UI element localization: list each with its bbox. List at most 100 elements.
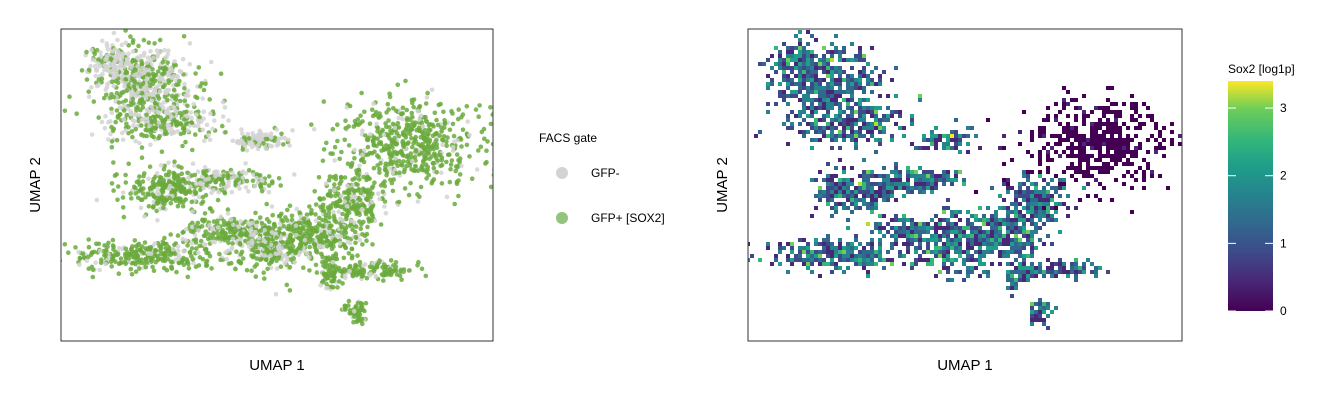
hexbin-cell (1054, 210, 1058, 214)
hexbin-cell (778, 246, 782, 250)
hexbin-cell (1046, 194, 1050, 198)
hexbin-cell (1078, 158, 1082, 162)
hexbin-cell (998, 254, 1002, 258)
hexbin-cell (866, 258, 870, 262)
hexbin-cell (946, 254, 950, 258)
hexbin-cell (902, 230, 906, 234)
hexbin-cell (878, 190, 882, 194)
hexbin-cell (762, 62, 766, 66)
hexbin-cell (738, 250, 742, 254)
hexbin-cell (1026, 190, 1030, 194)
hexbin-cell (982, 222, 986, 226)
hexbin-cell (834, 186, 838, 190)
point-gfp-neg (175, 129, 180, 134)
hexbin-cell (1126, 162, 1130, 166)
hexbin-cell (1038, 162, 1042, 166)
hexbin-cell (842, 250, 846, 254)
hexbin-cell (1122, 146, 1126, 150)
point-gfp-pos (91, 99, 97, 104)
point-gfp-pos (108, 95, 113, 100)
hexbin-cell (1010, 246, 1014, 250)
hexbin-cell (978, 218, 982, 222)
hexbin-cell (826, 90, 830, 94)
hexbin-cell (766, 246, 770, 250)
hexbin-cell (1010, 158, 1014, 162)
hexbin-cell (1014, 242, 1018, 246)
hexbin-cell (986, 222, 990, 226)
point-gfp-neg (170, 104, 175, 109)
point-gfp-neg (268, 134, 274, 140)
hexbin-cell (886, 250, 890, 254)
hexbin-cell (862, 254, 866, 258)
hexbin-cell (1030, 134, 1034, 138)
point-gfp-pos (284, 218, 290, 223)
point-gfp-pos (458, 137, 464, 142)
hexbin-cell (858, 206, 862, 210)
point-gfp-neg (142, 67, 148, 72)
hexbin-cell (850, 78, 854, 82)
hexbin-cell (946, 230, 950, 234)
point-gfp-pos (411, 168, 417, 173)
point-gfp-pos (387, 91, 392, 97)
hexbin-cell (890, 78, 894, 82)
hexbin-cell (1102, 166, 1106, 170)
hexbin-cell (998, 206, 1002, 210)
hexbin-cell (878, 246, 882, 250)
point-gfp-neg (236, 224, 242, 230)
point-gfp-pos (259, 220, 265, 226)
point-gfp-neg (377, 196, 382, 202)
hexbin-cell (1130, 138, 1134, 142)
hexbin-cell (918, 258, 922, 262)
hexbin-cell (942, 262, 946, 266)
hexbin-cell (778, 94, 782, 98)
hexbin-cell (838, 254, 842, 258)
point-gfp-neg (224, 256, 229, 262)
point-gfp-pos (158, 115, 164, 120)
hexbin-cell (834, 254, 838, 258)
hexbin-cell (1054, 174, 1058, 178)
hexbin-cell (834, 202, 838, 206)
hexbin-cell (1098, 154, 1102, 158)
hexbin-cell (838, 258, 842, 262)
hexbin-cell (978, 206, 982, 210)
hexbin-cell (1022, 242, 1026, 246)
hexbin-cell (1086, 114, 1090, 118)
hexbin-cell (970, 270, 974, 274)
hexbin-cell (758, 130, 762, 134)
hexbin-cell (934, 250, 938, 254)
hexbin-cell (986, 234, 990, 238)
hexbin-cell (822, 66, 826, 70)
point-gfp-pos (368, 209, 374, 214)
hexbin-cell (890, 234, 894, 238)
hexbin-cell (1066, 138, 1070, 142)
hexbin-cell (1018, 262, 1022, 266)
point-gfp-neg (168, 65, 174, 71)
hexbin-cell (906, 166, 910, 170)
point-gfp-pos (276, 255, 282, 261)
point-gfp-pos (219, 178, 225, 184)
hexbin-cell (1102, 114, 1106, 118)
point-gfp-neg (368, 132, 373, 137)
hexbin-cell (866, 186, 870, 190)
hexbin-cell (982, 238, 986, 242)
hexbin-cell (862, 186, 866, 190)
hexbin-cell (786, 270, 790, 274)
hexbin-cell (894, 170, 898, 174)
point-gfp-neg (244, 148, 250, 153)
hexbin-cell (1022, 182, 1026, 186)
hexbin-cell (862, 258, 866, 262)
hexbin-cell (966, 226, 970, 230)
hexbin-cell (830, 174, 834, 178)
hexbin-cell (886, 190, 890, 194)
hexbin-cell (814, 250, 818, 254)
point-gfp-neg (128, 65, 134, 70)
point-gfp-pos (147, 164, 153, 169)
hexbin-cell (914, 178, 918, 182)
point-gfp-pos (197, 115, 203, 120)
hexbin-cell (1038, 198, 1042, 202)
hexbin-cell (850, 90, 854, 94)
hexbin-cell (798, 58, 802, 62)
point-gfp-pos (350, 272, 356, 278)
hexbin-cell (810, 138, 814, 142)
